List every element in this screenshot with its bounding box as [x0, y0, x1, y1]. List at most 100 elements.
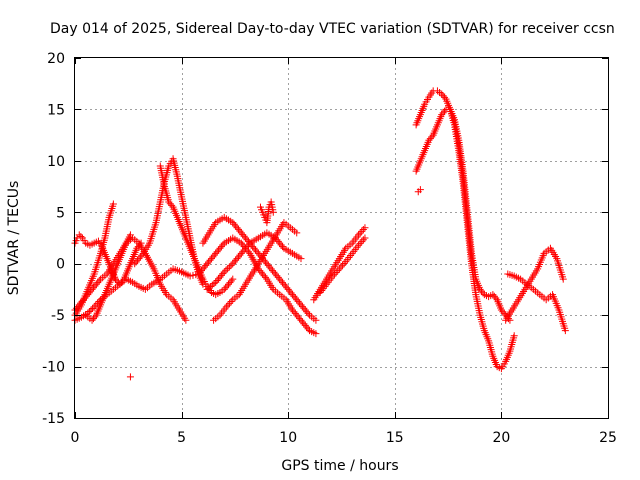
data-point	[312, 316, 320, 324]
data-point	[222, 303, 230, 311]
data-point	[240, 232, 248, 240]
data-point	[232, 222, 240, 230]
data-point	[263, 260, 271, 268]
data-point	[227, 277, 235, 285]
data-point	[273, 272, 281, 280]
series-track-14	[412, 87, 518, 373]
y-tick-label: -10	[42, 360, 65, 376]
data-point	[271, 270, 279, 278]
series-track-13	[316, 234, 369, 297]
data-point	[439, 109, 447, 117]
series-track-9	[210, 219, 301, 324]
chart-title: Day 014 of 2025, Sidereal Day-to-day VTE…	[50, 21, 615, 37]
data-point	[478, 287, 486, 295]
data-point	[189, 271, 197, 279]
data-point	[75, 231, 83, 239]
y-tick-label: 20	[47, 51, 65, 67]
data-point	[426, 135, 434, 143]
data-point	[428, 133, 436, 141]
data-point	[232, 256, 240, 264]
data-point	[244, 241, 252, 249]
data-point	[294, 313, 302, 321]
data-point	[356, 239, 364, 247]
data-point	[233, 255, 241, 263]
data-point	[260, 272, 268, 280]
data-point	[229, 219, 237, 227]
grid	[75, 58, 608, 418]
data-point	[91, 313, 99, 321]
data-point	[225, 263, 233, 271]
y-tick-label: -5	[51, 308, 65, 324]
data-point	[288, 291, 296, 299]
x-tick-label: 10	[279, 430, 297, 446]
data-point	[438, 90, 446, 98]
data-point	[168, 201, 176, 209]
data-point	[297, 316, 305, 324]
data-point	[276, 275, 284, 283]
data-point	[91, 282, 99, 290]
data-point	[109, 200, 117, 208]
data-point	[269, 267, 277, 275]
data-point	[126, 231, 134, 239]
data-point	[227, 261, 235, 269]
data-point	[361, 224, 369, 232]
data-point	[134, 243, 142, 251]
data-point	[281, 282, 289, 290]
data-point	[117, 279, 125, 287]
data-point	[303, 323, 311, 331]
data-point	[290, 308, 298, 316]
data-point	[93, 299, 101, 307]
data-point	[210, 251, 218, 259]
data-point	[230, 258, 238, 266]
data-point	[224, 265, 232, 273]
data-point	[497, 306, 505, 314]
data-point	[217, 271, 225, 279]
data-point	[296, 315, 304, 323]
data-point	[329, 272, 337, 280]
data-point	[226, 299, 234, 307]
data-point	[206, 256, 214, 264]
x-tick-label: 25	[599, 430, 617, 446]
y-tick-label: 5	[56, 205, 65, 221]
series-track-1	[71, 234, 320, 338]
y-tick-label: 10	[47, 154, 65, 170]
series-track-4	[71, 200, 117, 319]
data-point	[559, 275, 567, 283]
data-point	[335, 265, 343, 273]
data-point	[234, 253, 242, 261]
data-point	[85, 308, 93, 316]
series-track-5	[82, 231, 134, 324]
data-point	[208, 281, 216, 289]
x-tick-label: 20	[492, 430, 510, 446]
data-point	[225, 280, 233, 288]
data-point	[274, 273, 282, 281]
data-point	[479, 289, 487, 297]
series-track-17	[504, 270, 569, 335]
data-point	[441, 93, 449, 101]
data-point	[359, 236, 367, 244]
data-point	[283, 284, 291, 292]
data-point	[210, 280, 218, 288]
data-point	[355, 241, 363, 249]
data-point	[291, 309, 299, 317]
data-point	[203, 285, 211, 293]
data-point	[510, 332, 518, 340]
data-point	[215, 246, 223, 254]
data-point	[237, 249, 245, 257]
data-point	[339, 261, 347, 269]
data-point	[233, 224, 241, 232]
data-point	[256, 267, 264, 275]
y-tick-label: 15	[47, 102, 65, 118]
data-point	[356, 229, 364, 237]
data-point	[355, 231, 363, 239]
data-point	[304, 325, 312, 333]
data-point	[224, 301, 232, 309]
data-point	[219, 270, 227, 278]
data-point	[207, 255, 215, 263]
data-point	[209, 253, 217, 261]
data-point	[293, 296, 301, 304]
data-point	[131, 260, 139, 268]
data-point	[229, 275, 237, 283]
data-point	[182, 316, 190, 324]
data-point	[138, 251, 146, 259]
